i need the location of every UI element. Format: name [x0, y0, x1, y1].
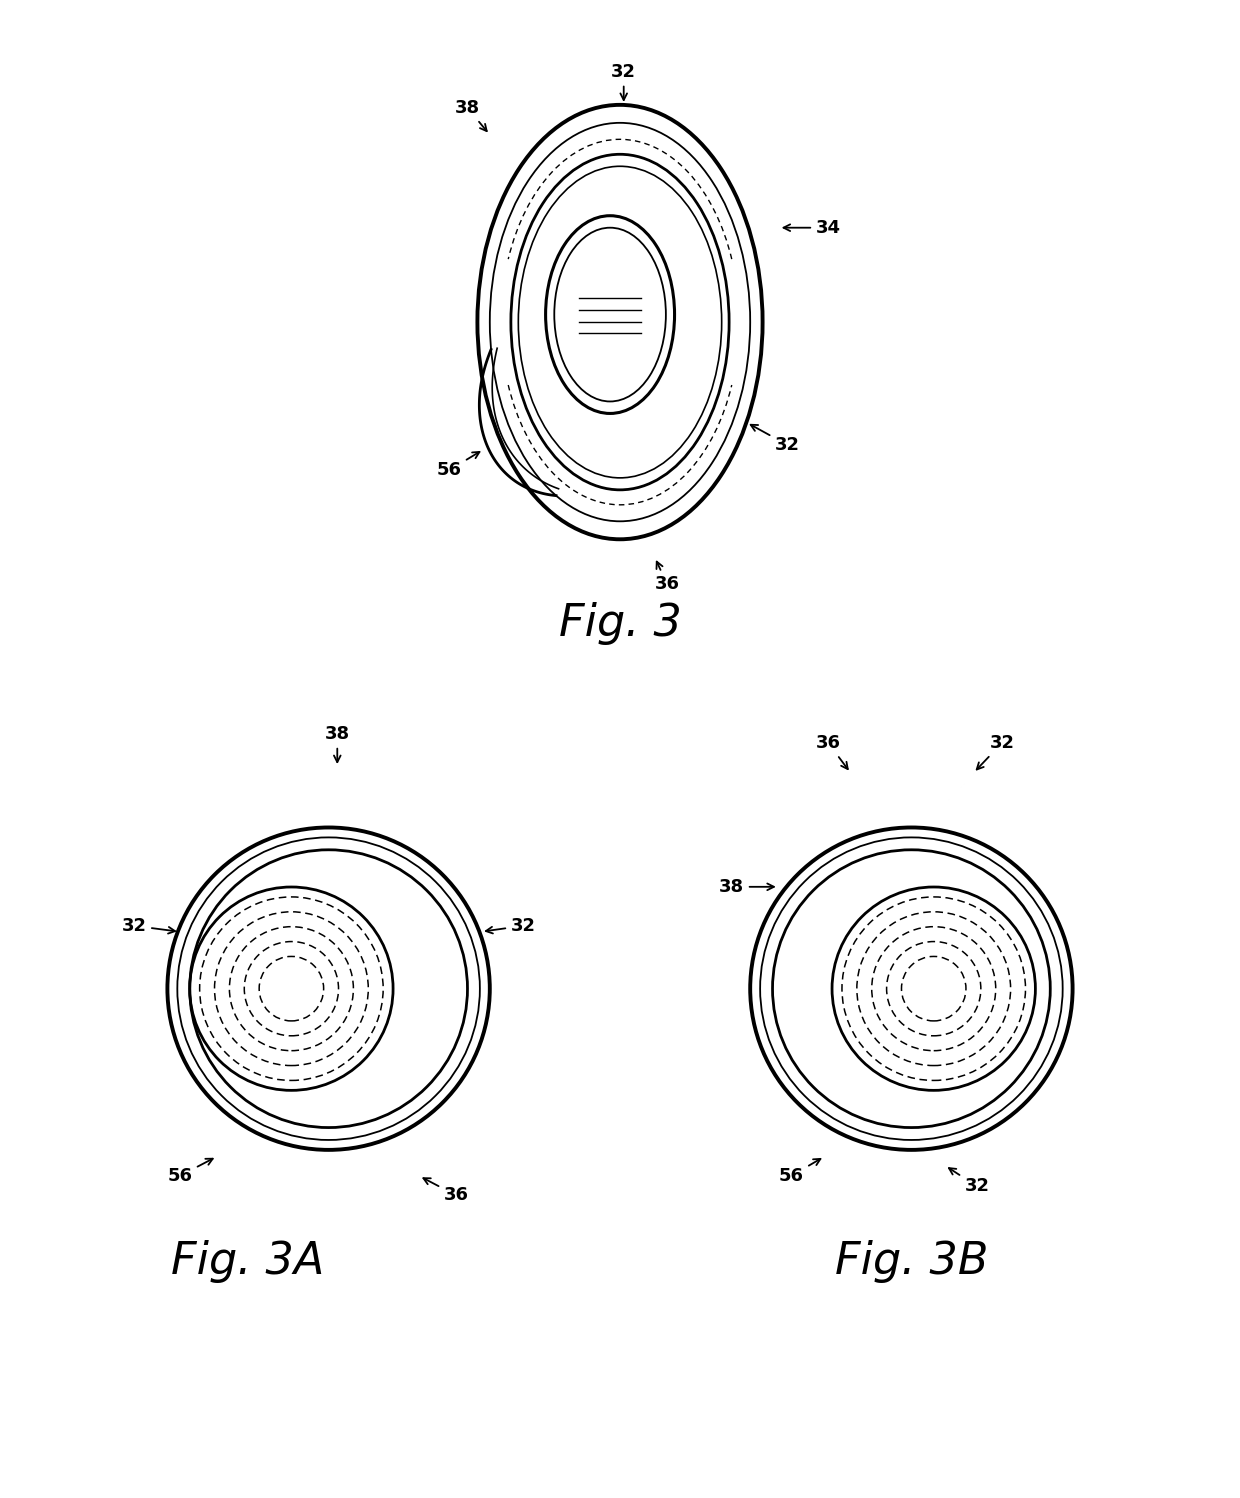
Text: 38: 38 — [325, 725, 350, 762]
Text: 56: 56 — [167, 1158, 213, 1185]
Text: 36: 36 — [816, 734, 848, 768]
Text: 32: 32 — [977, 734, 1014, 770]
Text: 32: 32 — [750, 425, 800, 454]
Text: Fig. 3A: Fig. 3A — [171, 1240, 325, 1282]
Text: Fig. 3: Fig. 3 — [558, 602, 682, 644]
Text: 32: 32 — [611, 63, 636, 100]
Text: 32: 32 — [486, 917, 536, 935]
Text: Fig. 3B: Fig. 3B — [835, 1240, 988, 1282]
Text: 32: 32 — [122, 917, 175, 935]
Text: 32: 32 — [949, 1168, 990, 1195]
Text: 56: 56 — [436, 452, 480, 479]
Text: 38: 38 — [719, 878, 774, 896]
Text: 36: 36 — [423, 1177, 469, 1204]
Text: 36: 36 — [655, 562, 680, 593]
Text: 34: 34 — [784, 219, 841, 237]
Text: 38: 38 — [455, 99, 487, 132]
Text: 56: 56 — [779, 1159, 821, 1185]
